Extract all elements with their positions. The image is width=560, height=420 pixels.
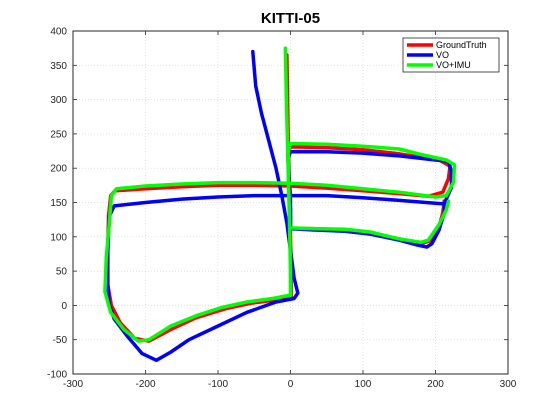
y-tick-label: 100 [50, 232, 67, 243]
x-tick-label: -300 [63, 379, 83, 390]
x-tick-label: -200 [135, 379, 155, 390]
legend-label-vo: VO [436, 50, 449, 60]
y-tick-label: 150 [50, 198, 67, 209]
y-tick-label: 200 [50, 164, 67, 175]
y-tick-label: 350 [50, 61, 67, 72]
x-tick-label: 0 [288, 379, 294, 390]
legend-label-vo-imu: VO+IMU [436, 60, 471, 70]
chart-title: KITTI-05 [261, 10, 320, 27]
y-tick-label: -100 [47, 370, 67, 381]
x-tick-label: 300 [500, 379, 517, 390]
y-tick-label: -50 [53, 335, 68, 346]
y-tick-label: 300 [50, 95, 67, 106]
y-tick-label: 0 [61, 301, 67, 312]
y-tick-label: 250 [50, 129, 67, 140]
legend-label-groundtruth: GroundTruth [436, 40, 487, 50]
x-tick-label: -100 [208, 379, 228, 390]
plot-area: -300 -200 -100 0 100 200 300 -100 -50 0 50 100 150 20… [47, 27, 517, 391]
y-tick-label: 400 [50, 27, 67, 38]
x-tick-label: 200 [427, 379, 444, 390]
y-tick-label: 50 [56, 267, 68, 278]
x-tick-label: 100 [355, 379, 372, 390]
